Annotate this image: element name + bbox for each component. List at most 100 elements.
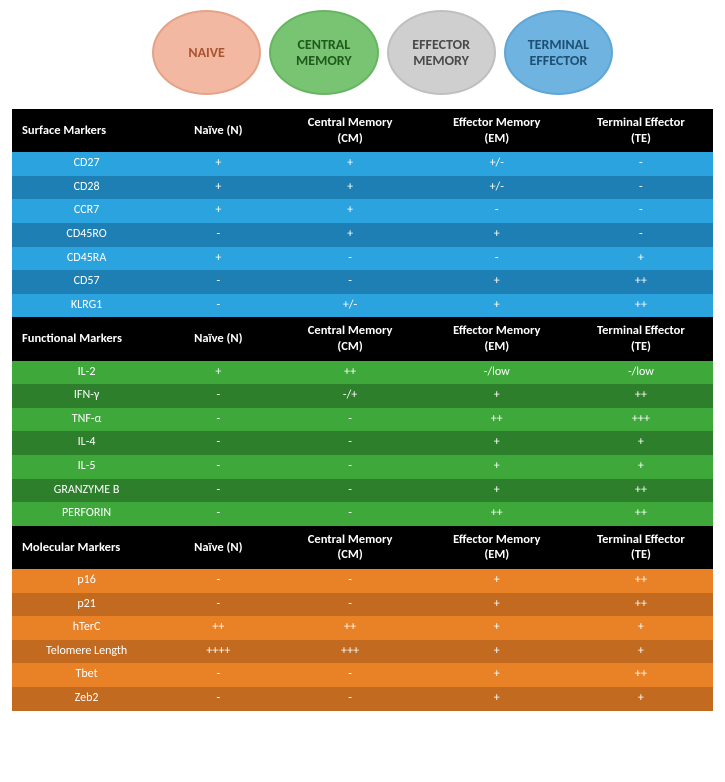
marker-value: -/low	[425, 361, 569, 385]
marker-value: ++	[569, 479, 713, 503]
marker-value: -	[161, 270, 275, 294]
table-row: Zeb2--++	[12, 687, 713, 711]
column-header: Terminal Effector(TE)	[569, 317, 713, 360]
marker-value: ++	[276, 616, 425, 640]
marker-value: -	[161, 223, 275, 247]
marker-value: +	[161, 176, 275, 200]
column-header: Effector Memory(EM)	[425, 526, 569, 569]
column-header: Central Memory(CM)	[276, 526, 425, 569]
table-row: Tbet--+++	[12, 663, 713, 687]
marker-value: ++	[569, 294, 713, 318]
marker-name: CD27	[12, 152, 161, 176]
marker-value: -	[161, 593, 275, 617]
marker-name: IL-4	[12, 431, 161, 455]
column-header: Effector Memory(EM)	[425, 109, 569, 152]
marker-value: +	[569, 687, 713, 711]
marker-value: ++	[276, 361, 425, 385]
marker-value: +++	[569, 408, 713, 432]
marker-value: -	[276, 569, 425, 593]
marker-value: +	[569, 616, 713, 640]
marker-value: ++	[569, 384, 713, 408]
badges-row: NAIVECENTRAL MEMORYEFFECTOR MEMORYTERMIN…	[12, 10, 713, 109]
column-header: Central Memory(CM)	[276, 109, 425, 152]
marker-value: +	[276, 152, 425, 176]
section-title: Functional Markers	[12, 317, 161, 360]
marker-value: +	[161, 152, 275, 176]
marker-name: CCR7	[12, 199, 161, 223]
marker-value: +	[425, 593, 569, 617]
marker-value: +	[425, 616, 569, 640]
table-row: IL-2+++-/low-/low	[12, 361, 713, 385]
marker-value: +	[569, 247, 713, 271]
table-row: CCR7++--	[12, 199, 713, 223]
marker-value: +/-	[425, 152, 569, 176]
marker-value: -	[161, 408, 275, 432]
marker-value: -	[276, 247, 425, 271]
marker-value: +++	[276, 640, 425, 664]
marker-name: CD45RA	[12, 247, 161, 271]
marker-value: -	[161, 663, 275, 687]
marker-name: Zeb2	[12, 687, 161, 711]
table-row: hTerC++++++	[12, 616, 713, 640]
marker-value: ++	[569, 502, 713, 526]
table-row: GRANZYME B--+++	[12, 479, 713, 503]
marker-value: -/low	[569, 361, 713, 385]
marker-value: -	[161, 479, 275, 503]
marker-value: -	[161, 502, 275, 526]
table-row: Telomere Length+++++++++	[12, 640, 713, 664]
marker-name: p21	[12, 593, 161, 617]
marker-value: -	[276, 431, 425, 455]
marker-name: GRANZYME B	[12, 479, 161, 503]
table-row: CD57--+++	[12, 270, 713, 294]
marker-name: p16	[12, 569, 161, 593]
marker-value: -	[569, 199, 713, 223]
marker-value: +/-	[276, 294, 425, 318]
marker-value: +	[276, 223, 425, 247]
table-row: IL-5--++	[12, 455, 713, 479]
marker-value: -	[276, 479, 425, 503]
marker-value: +	[425, 687, 569, 711]
marker-value: +	[569, 431, 713, 455]
table-row: TNF-α--+++++	[12, 408, 713, 432]
marker-name: IL-2	[12, 361, 161, 385]
badge: EFFECTOR MEMORY	[387, 10, 496, 95]
marker-value: ++	[569, 663, 713, 687]
column-header: Naïve (N)	[161, 109, 275, 152]
column-header: Effector Memory(EM)	[425, 317, 569, 360]
marker-value: +	[161, 199, 275, 223]
marker-value: +	[425, 640, 569, 664]
marker-value: +	[425, 223, 569, 247]
section-title: Surface Markers	[12, 109, 161, 152]
marker-value: ++	[425, 502, 569, 526]
marker-value: -	[161, 294, 275, 318]
marker-value: ++	[569, 593, 713, 617]
marker-value: +	[425, 384, 569, 408]
marker-value: -	[161, 431, 275, 455]
table-row: IFN-γ--/++++	[12, 384, 713, 408]
table-row: IL-4--++	[12, 431, 713, 455]
column-header: Terminal Effector(TE)	[569, 109, 713, 152]
marker-name: KLRG1	[12, 294, 161, 318]
marker-value: +	[276, 176, 425, 200]
marker-value: ++	[569, 569, 713, 593]
marker-value: -	[276, 455, 425, 479]
table-row: KLRG1-+/-+++	[12, 294, 713, 318]
marker-value: +	[161, 247, 275, 271]
marker-name: TNF-α	[12, 408, 161, 432]
marker-value: -	[569, 223, 713, 247]
table-row: p16--+++	[12, 569, 713, 593]
section-header: Functional MarkersNaïve (N)Central Memor…	[12, 317, 713, 360]
marker-value: -	[161, 455, 275, 479]
marker-value: -	[276, 502, 425, 526]
marker-value: +	[425, 479, 569, 503]
marker-value: +	[569, 455, 713, 479]
column-header: Terminal Effector(TE)	[569, 526, 713, 569]
marker-value: -/+	[276, 384, 425, 408]
column-header: Central Memory(CM)	[276, 317, 425, 360]
marker-value: -	[569, 152, 713, 176]
table-row: p21--+++	[12, 593, 713, 617]
marker-value: -	[425, 247, 569, 271]
marker-value: -	[276, 593, 425, 617]
badge: CENTRAL MEMORY	[269, 10, 378, 95]
table-row: PERFORIN--++++	[12, 502, 713, 526]
